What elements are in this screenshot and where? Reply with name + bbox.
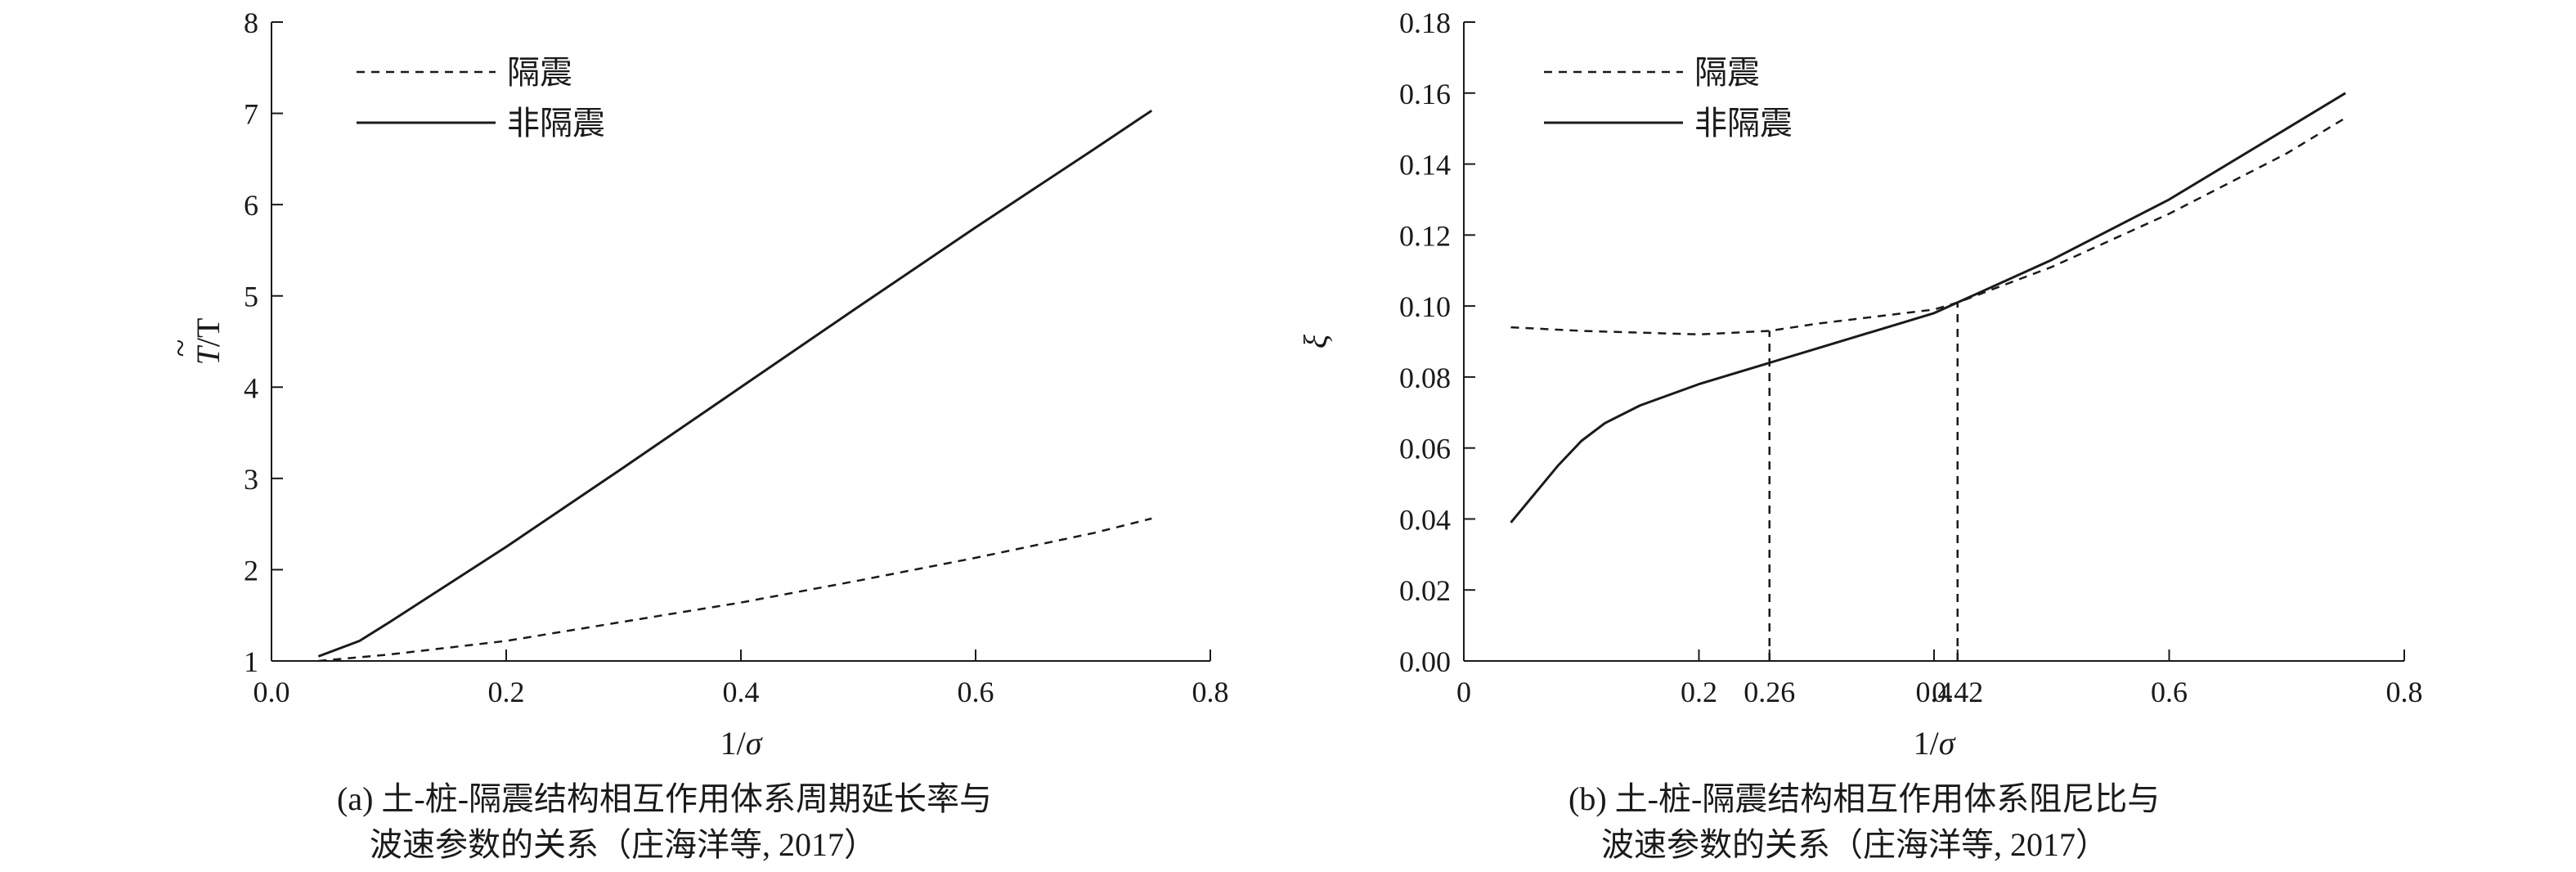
chart-b-caption-line-1: (b) 土-桩-隔震结构相互作用体系阻尼比与 — [1568, 780, 2160, 817]
chart-b-x-ticks: 0 0.2 0.26 0.40.42 0.6 0.8 — [1456, 650, 2423, 708]
x-label-numerator: 1/ — [720, 725, 747, 762]
chart-a-y-label-text: T/T — [190, 318, 227, 366]
x-tick-label: 0.8 — [1192, 676, 1229, 708]
x-tick-label: 0.2 — [1681, 676, 1717, 708]
y-tick-label: 2 — [244, 554, 258, 587]
y-tick-label: 8 — [244, 7, 258, 39]
chart-a-series — [317, 109, 1153, 663]
series-line-non-isolated — [317, 109, 1153, 658]
y-tick-label: 6 — [244, 189, 258, 222]
chart-a-x-ticks: 0.0 0.2 0.4 0.6 0.8 — [254, 650, 1229, 708]
y-tick-label: 0.16 — [1399, 78, 1451, 110]
y-tick-label: 0.10 — [1399, 290, 1451, 323]
chart-a-x-label: 1/σ — [720, 725, 763, 762]
y-tick-label: 0.06 — [1399, 433, 1451, 465]
y-tick-label: 0.08 — [1399, 362, 1451, 394]
x-tick-label: 0.0 — [254, 676, 290, 708]
y-label-symbol: T — [190, 344, 227, 365]
legend-label: 隔震 — [1694, 54, 1760, 91]
chart-a-y-ticks: 1 2 3 4 5 6 7 8 — [244, 7, 283, 678]
chart-b-y-label: ξ — [1297, 334, 1334, 348]
chart-a-y-label-tilde: ~ — [162, 339, 199, 357]
chart-a-caption-line-1: (a) 土-桩-隔震结构相互作用体系周期延长率与 — [337, 780, 992, 817]
legend-label: 隔震 — [507, 54, 572, 91]
chart-b-y-label-text: ξ — [1297, 334, 1334, 348]
chart-b-x-label: 1/σ — [1914, 725, 1956, 762]
x-tick-label: 0 — [1456, 676, 1471, 708]
y-tick-label: 0.04 — [1399, 503, 1451, 536]
x-tick-label: 0.8 — [2386, 676, 2423, 708]
chart-a-caption-line-2: 波速参数的关系（庄海洋等, 2017） — [370, 826, 877, 863]
chart-b-series — [1510, 92, 2346, 524]
x-label-sigma: σ — [746, 725, 763, 762]
series-line-isolated — [318, 517, 1152, 663]
y-tick-label: 0.18 — [1399, 7, 1451, 39]
x-tick-label: 0.4 — [1916, 676, 1953, 708]
y-tick-label: 5 — [244, 281, 258, 313]
y-tick-label: 0.02 — [1399, 574, 1451, 607]
chart-b: 0 0.2 0.26 0.40.42 0.6 0.8 0.000.020.040.060.… — [1297, 7, 2423, 863]
x-tick-label: 0.6 — [2151, 676, 2188, 708]
y-tick-label: 7 — [244, 98, 258, 131]
legend-label: 非隔震 — [1694, 105, 1793, 142]
chart-b-caption-line-2: 波速参数的关系（庄海洋等, 2017） — [1601, 826, 2108, 863]
legend-label: 非隔震 — [507, 105, 605, 142]
x-tick-label: 0.42 — [1932, 676, 1983, 708]
y-tick-label: 4 — [244, 371, 258, 404]
x-tick-label: 0.26 — [1744, 676, 1795, 708]
x-label-sigma: σ — [1939, 725, 1956, 762]
chart-a-y-label: T/T ~ — [162, 318, 227, 366]
series-line-non-isolated — [1510, 92, 2346, 524]
y-tick-label: 3 — [244, 463, 258, 496]
y-tick-label: 0.14 — [1399, 149, 1451, 182]
y-tick-label: 1 — [244, 645, 258, 678]
y-tick-label: 0.12 — [1399, 219, 1451, 252]
series-line-isolated — [1510, 117, 2346, 336]
chart-b-reference-lines — [1768, 302, 1959, 661]
y-tick-label: 0.00 — [1399, 645, 1451, 678]
x-tick-label: 0.4 — [723, 676, 760, 708]
x-label-numerator: 1/ — [1914, 725, 1940, 762]
y-label-rest: /T — [190, 318, 227, 348]
x-tick-label: 0.6 — [958, 676, 994, 708]
chart-b-y-ticks: 0.00 0.02 0.04 0.06 0.08 0.10 0.12 0.14 0.16 0.18 — [1399, 7, 1475, 678]
x-tick-label: 0.2 — [488, 676, 525, 708]
